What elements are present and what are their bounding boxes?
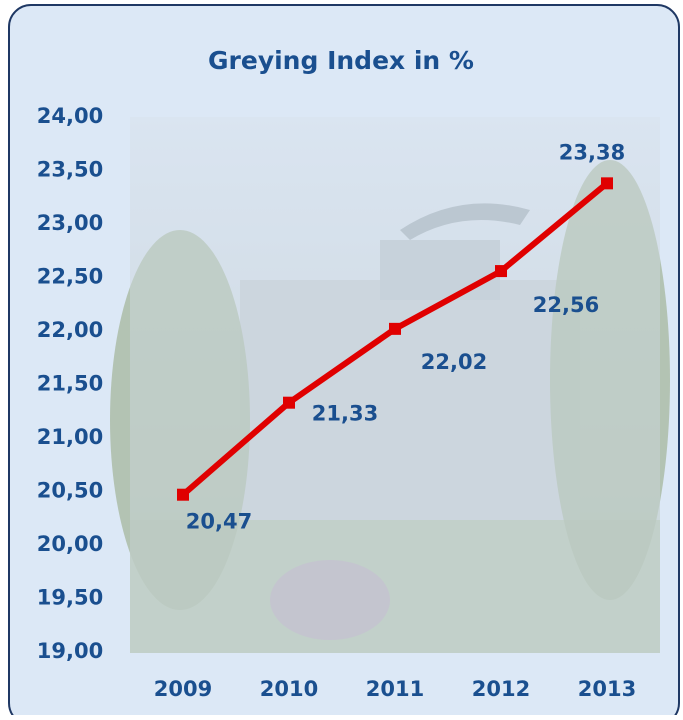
marker xyxy=(495,265,507,277)
marker xyxy=(177,489,189,501)
y-tick-label: 20,50 xyxy=(37,479,103,503)
y-tick-label: 24,00 xyxy=(37,104,103,128)
marker xyxy=(283,397,295,409)
y-tick-label: 23,00 xyxy=(37,211,103,235)
y-tick-label: 19,00 xyxy=(37,639,103,663)
data-label: 22,56 xyxy=(533,293,599,317)
x-tick-label: 2011 xyxy=(366,677,424,701)
data-label: 21,33 xyxy=(312,402,378,426)
x-tick-label: 2009 xyxy=(154,677,212,701)
data-label: 22,02 xyxy=(421,350,487,374)
chart: Greying Index in % 19,00 19,50 20,00 20,50 2… xyxy=(0,0,683,715)
x-tick-label: 2010 xyxy=(260,677,318,701)
marker xyxy=(601,177,613,189)
y-tick-label: 21,00 xyxy=(37,425,103,449)
chart-title: Greying Index in % xyxy=(208,46,474,75)
data-label: 23,38 xyxy=(559,140,625,164)
y-tick-label: 19,50 xyxy=(37,586,103,610)
y-tick-label: 23,50 xyxy=(37,158,103,182)
y-tick-label: 22,00 xyxy=(37,318,103,342)
x-tick-label: 2012 xyxy=(472,677,530,701)
x-tick-label: 2013 xyxy=(578,677,636,701)
page: Greying Index in % 19,00 19,50 20,00 20,50 2… xyxy=(0,0,683,720)
marker xyxy=(389,323,401,335)
y-tick-label: 22,50 xyxy=(37,265,103,289)
y-tick-label: 21,50 xyxy=(37,372,103,396)
data-label: 20,47 xyxy=(186,510,252,534)
y-tick-label: 20,00 xyxy=(37,532,103,556)
